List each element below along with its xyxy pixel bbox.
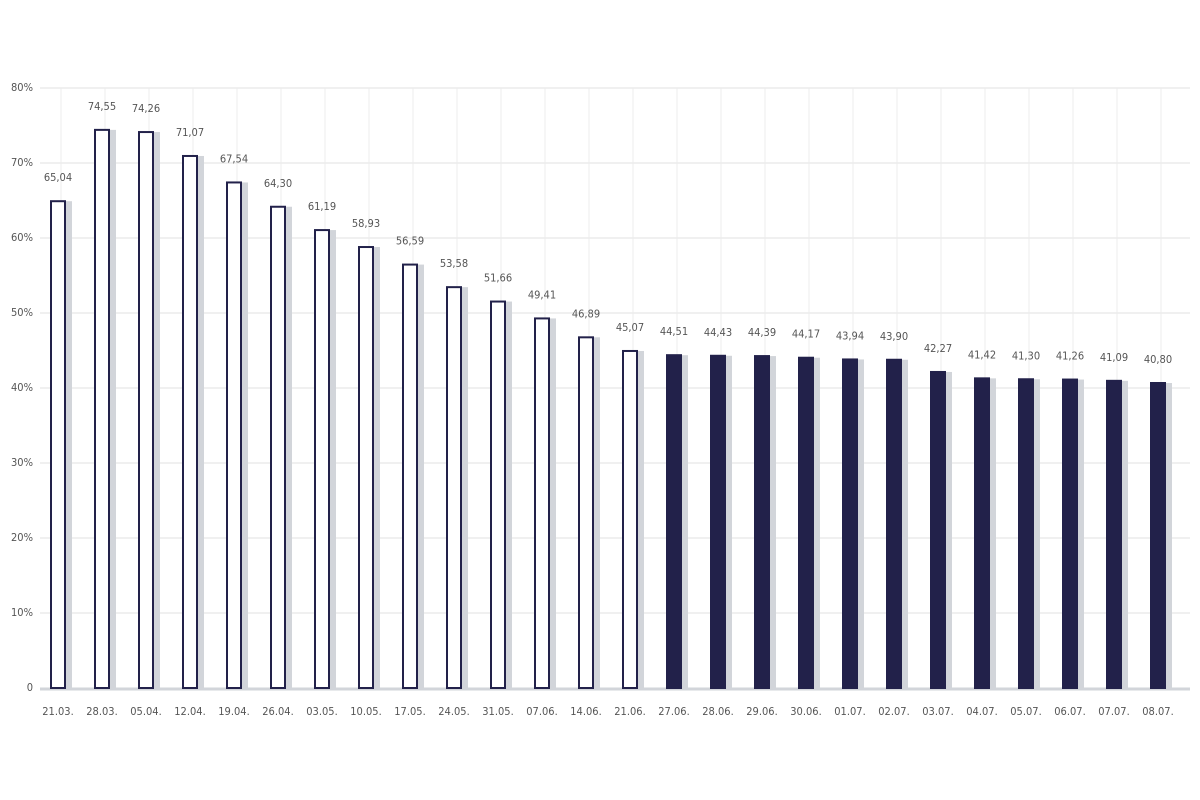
- bar: [842, 358, 858, 689]
- x-tick-label: 05.04.: [130, 705, 161, 718]
- value-label: 71,07: [176, 126, 204, 139]
- x-tick-label: 30.06.: [790, 705, 821, 718]
- y-tick-label: 40%: [11, 381, 33, 394]
- bar: [402, 263, 418, 689]
- bar: [490, 300, 506, 689]
- x-tick-label: 24.05.: [438, 705, 469, 718]
- x-tick-label: 04.07.: [966, 705, 997, 718]
- bar: [1062, 378, 1078, 689]
- value-label: 49,41: [528, 288, 556, 301]
- bar: [1106, 379, 1122, 689]
- x-tick-label: 31.05.: [482, 705, 513, 718]
- bar: [622, 349, 638, 689]
- bar: [710, 354, 726, 689]
- value-label: 51,66: [484, 272, 512, 285]
- x-tick-label: 10.05.: [350, 705, 381, 718]
- value-label: 45,07: [616, 321, 644, 334]
- x-tick-label: 19.04.: [218, 705, 249, 718]
- value-label: 43,94: [836, 329, 864, 342]
- value-label: 41,26: [1056, 350, 1084, 363]
- x-tick-label: 05.07.: [1010, 705, 1041, 718]
- bar: [182, 154, 198, 690]
- value-label: 67,54: [220, 152, 248, 165]
- bar: [578, 336, 594, 689]
- bar: [886, 358, 902, 689]
- value-label: 61,19: [308, 200, 336, 213]
- x-tick-label: 21.06.: [614, 705, 645, 718]
- y-tick-label: 20%: [11, 531, 33, 544]
- x-tick-label: 29.06.: [746, 705, 777, 718]
- bar: [138, 131, 154, 690]
- x-tick-label: 03.05.: [306, 705, 337, 718]
- x-tick-label: 07.06.: [526, 705, 557, 718]
- x-tick-label: 14.06.: [570, 705, 601, 718]
- value-label: 53,58: [440, 257, 468, 270]
- value-label: 42,27: [924, 342, 952, 355]
- value-label: 41,09: [1100, 351, 1128, 364]
- value-label: 74,26: [132, 102, 160, 115]
- value-label: 40,80: [1144, 353, 1172, 366]
- value-label: 58,93: [352, 217, 380, 230]
- y-tick-label: 0: [27, 681, 33, 694]
- y-tick-label: 60%: [11, 231, 33, 244]
- value-label: 65,04: [44, 171, 72, 184]
- value-label: 44,39: [748, 326, 776, 339]
- bar: [754, 355, 770, 689]
- value-label: 44,17: [792, 328, 820, 341]
- bar: [358, 246, 374, 689]
- bar: [1150, 382, 1166, 689]
- value-label: 46,89: [572, 307, 600, 320]
- x-tick-label: 12.04.: [174, 705, 205, 718]
- x-tick-label: 06.07.: [1054, 705, 1085, 718]
- bar: [1018, 378, 1034, 689]
- bar: [930, 370, 946, 689]
- bar: [446, 286, 462, 689]
- x-tick-label: 08.07.: [1142, 705, 1173, 718]
- value-label: 74,55: [88, 100, 116, 113]
- value-label: 64,30: [264, 177, 292, 190]
- y-tick-label: 50%: [11, 306, 33, 319]
- bar: [974, 377, 990, 689]
- value-label: 56,59: [396, 235, 424, 248]
- x-tick-label: 03.07.: [922, 705, 953, 718]
- x-tick-label: 28.03.: [86, 705, 117, 718]
- x-tick-label: 28.06.: [702, 705, 733, 718]
- bar: [94, 128, 110, 689]
- bar: [270, 205, 286, 689]
- y-tick-label: 10%: [11, 606, 33, 619]
- value-label: 44,43: [704, 326, 732, 339]
- value-label: 41,42: [968, 348, 996, 361]
- x-tick-label: 27.06.: [658, 705, 689, 718]
- x-tick-label: 02.07.: [878, 705, 909, 718]
- x-tick-label: 07.07.: [1098, 705, 1129, 718]
- y-tick-label: 80%: [11, 81, 33, 94]
- bar: [798, 356, 814, 689]
- bar: [314, 229, 330, 689]
- y-tick-label: 30%: [11, 456, 33, 469]
- x-tick-label: 21.03.: [42, 705, 73, 718]
- x-tick-label: 26.04.: [262, 705, 293, 718]
- x-tick-label: 01.07.: [834, 705, 865, 718]
- y-tick-label: 70%: [11, 156, 33, 169]
- value-label: 44,51: [660, 325, 688, 338]
- bar: [534, 317, 550, 689]
- value-label: 41,30: [1012, 349, 1040, 362]
- bar: [226, 181, 242, 689]
- value-label: 43,90: [880, 330, 908, 343]
- bar: [666, 354, 682, 689]
- bar: [50, 200, 66, 689]
- x-tick-label: 17.05.: [394, 705, 425, 718]
